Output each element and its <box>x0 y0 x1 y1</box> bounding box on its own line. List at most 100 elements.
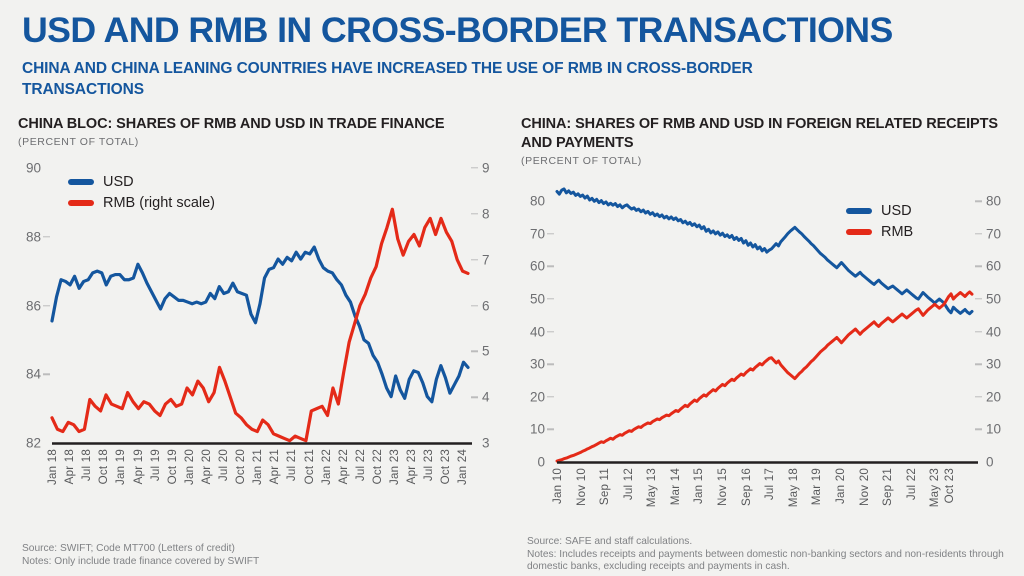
x-axis-tick-label: Jul 12 <box>621 468 635 501</box>
x-axis-tick-label: Jan 20 <box>182 449 196 486</box>
x-axis-tick-label: Mar 19 <box>810 468 824 506</box>
x-axis-tick-label: Jul 18 <box>80 449 94 482</box>
x-axis-tick-label: Apr 18 <box>63 449 77 485</box>
x-axis-tick-label: Jan 21 <box>251 449 265 486</box>
y-axis-tick-mark-left <box>547 233 554 235</box>
chart-right: 0 10 20 30 40 50 60 70 80 0 10 20 30 40 50 60 70 80 Jan 10… <box>521 175 1016 532</box>
x-axis-tick-label: Oct 20 <box>234 449 248 485</box>
y-axis-tick-mark-right <box>471 258 478 261</box>
y-axis-tick-right: 30 <box>986 356 1002 372</box>
y-axis-tick-right: 3 <box>482 435 490 451</box>
x-axis-tick-label: Jan 10 <box>551 468 564 505</box>
y-axis-tick-mark-right <box>471 396 478 398</box>
x-axis-tick-label: Oct 23 <box>942 468 956 504</box>
y-axis-tick-mark-left <box>547 396 554 398</box>
y-axis-tick-right: 4 <box>482 389 490 405</box>
footnote-left: Source: SWIFT; Code MT700 (Letters of cr… <box>22 543 492 568</box>
y-axis-tick-right: 20 <box>986 389 1002 405</box>
legend-swatch-rmb-icon <box>846 229 872 235</box>
y-axis-tick-mark-right <box>471 350 478 353</box>
legend-label: USD <box>103 174 134 190</box>
y-axis-tick-left: 84 <box>25 366 41 382</box>
y-axis-tick-mark-left <box>547 265 554 268</box>
footnote-right: Source: SAFE and staff calculations. Not… <box>527 536 1007 574</box>
x-axis-tick-label: Nov 15 <box>716 468 730 506</box>
y-axis-tick-right: 60 <box>986 258 1002 274</box>
x-axis-tick-label: Jan 23 <box>388 449 401 486</box>
y-axis-tick-mark-right <box>975 298 982 300</box>
series-line-rmb-right-scale <box>50 207 470 443</box>
y-axis-tick-mark-left <box>43 304 50 307</box>
panel-title-right: CHINA: SHARES OF RMB AND USD IN FOREIGN … <box>521 116 998 151</box>
y-axis-tick-mark-left <box>547 298 554 300</box>
y-axis-tick-right: 40 <box>986 324 1002 340</box>
y-axis-tick-left: 20 <box>529 389 545 405</box>
legend-item[interactable]: USD <box>68 174 215 190</box>
y-axis-tick-right: 10 <box>986 421 1002 437</box>
y-axis-tick-left: 88 <box>25 229 41 245</box>
y-axis-tick-mark-right <box>975 330 982 333</box>
y-axis-tick-left: 40 <box>529 324 545 340</box>
series-line-rmb <box>555 290 974 463</box>
y-axis-tick-mark-right <box>975 396 982 398</box>
y-axis-tick-right: 6 <box>482 298 490 313</box>
footnote-right-notes: Notes: Includes receipts and payments be… <box>527 548 1004 573</box>
footnote-left-source: Source: SWIFT; Code MT700 (Letters of cr… <box>22 543 235 554</box>
footnote-left-notes: Notes: Only include trade finance covere… <box>22 555 260 567</box>
plot-surface <box>555 187 978 464</box>
legend-label: RMB <box>881 224 914 240</box>
legend-item[interactable]: RMB <box>846 224 913 240</box>
page-subtitle: CHINA AND CHINA LEANING COUNTRIES HAVE I… <box>22 60 753 98</box>
y-axis-tick-mark-left <box>547 363 554 365</box>
y-axis-tick-left: 80 <box>529 193 545 209</box>
y-axis-tick-mark-right <box>975 363 982 365</box>
y-axis-tick-right: 0 <box>986 454 994 470</box>
chart-legend: USD RMB (right scale) <box>68 174 215 216</box>
footnote-right-source: Source: SAFE and staff calculations. <box>527 536 693 547</box>
x-axis-tick-label: Oct 22 <box>370 449 384 485</box>
x-axis-tick-label: Oct 23 <box>439 449 453 485</box>
x-axis-tick-label: Oct 19 <box>165 449 179 485</box>
y-axis-tick-left: 50 <box>529 291 545 307</box>
x-axis-tick-label: Jan 24 <box>456 449 470 486</box>
x-axis-tick-label: Jul 22 <box>353 449 367 482</box>
y-axis-tick-right: 50 <box>986 291 1002 307</box>
y-axis-tick-left: 70 <box>529 226 545 242</box>
x-axis-tick-label: Sep 11 <box>598 468 612 506</box>
y-axis-tick-mark-right <box>471 213 478 215</box>
y-axis-tick-mark-right <box>975 428 982 431</box>
x-axis-tick-label: May 18 <box>786 468 800 508</box>
x-axis-tick-label: Apr 22 <box>336 449 350 485</box>
series-line-usd <box>555 187 974 316</box>
y-axis-tick-right: 80 <box>986 193 1002 209</box>
x-axis-tick-label: Apr 19 <box>131 449 145 485</box>
x-axis-tick-label: Jul 22 <box>904 468 918 501</box>
x-axis-tick-label: Jan 15 <box>692 468 706 505</box>
x-axis-tick-label: Apr 20 <box>199 449 213 485</box>
y-axis-tick-left: 30 <box>529 356 545 372</box>
x-axis-labels: Jan 18 Apr 18 Jul 18 Oct 18 Jan 19 Apr 19 Jul … <box>18 449 510 529</box>
legend-item[interactable]: RMB (right scale) <box>68 195 215 211</box>
y-axis-tick-right: 8 <box>482 206 490 222</box>
y-axis-tick-left: 10 <box>529 421 545 437</box>
y-axis-tick-mark-left <box>43 236 50 238</box>
x-axis-tick-label: Jan 20 <box>833 468 847 505</box>
legend-item[interactable]: USD <box>846 203 913 219</box>
x-axis-tick-label: Jan 18 <box>46 449 59 486</box>
x-axis-tick-label: Jul 19 <box>148 449 162 482</box>
x-axis-tick-label: Jul 23 <box>422 449 436 482</box>
y-axis-tick-left: 0 <box>537 454 545 470</box>
y-axis-tick-left: 60 <box>529 258 545 274</box>
y-axis-tick-mark-right <box>471 167 478 169</box>
chart-left: 82 84 86 88 90 3 4 5 6 7 8 9 Jan 18 Apr 18 Jul 18 Oct 1… <box>18 156 510 513</box>
y-axis-tick-mark-right <box>975 200 982 202</box>
legend-swatch-usd-icon <box>68 179 94 185</box>
y-axis-tick-right: 7 <box>482 252 490 268</box>
x-axis-tick-label: Jul 17 <box>763 468 777 501</box>
x-axis-tick-label: Jul 21 <box>285 449 299 482</box>
legend-swatch-usd-icon <box>846 208 872 214</box>
x-axis-tick-label: Oct 21 <box>302 449 316 485</box>
x-axis-tick-label: Apr 23 <box>405 449 419 485</box>
x-axis-tick-label: Jul 20 <box>217 449 230 482</box>
